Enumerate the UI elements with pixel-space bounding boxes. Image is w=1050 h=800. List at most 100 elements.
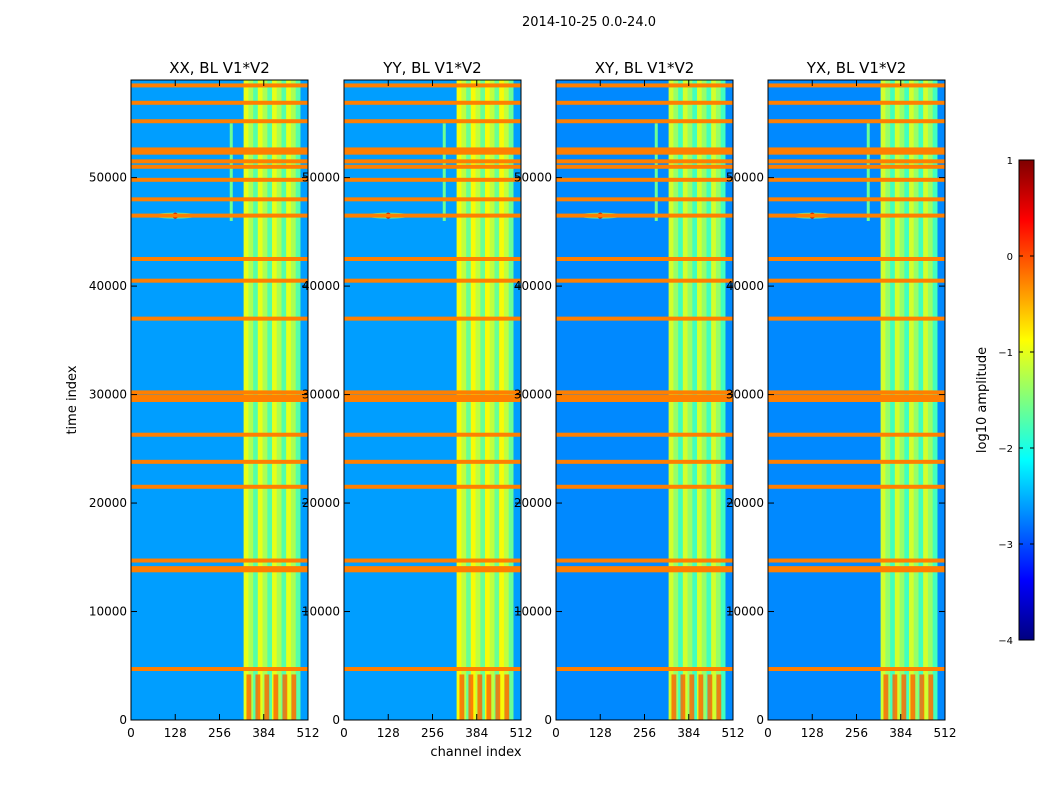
x-tick-label: 0 — [127, 726, 135, 740]
x-tick-label: 256 — [421, 726, 444, 740]
heatmap-panel-2: YY, BL V1*V2 0 128 256 384 512 0 10000 20000 3000… — [302, 59, 533, 740]
heatmap-panel-3: XY, BL V1*V2 0 128 256 384 512 0 10000 20000 3000… — [514, 59, 745, 740]
panel-title: XX, BL V1*V2 — [169, 59, 270, 77]
band-hot-block — [273, 674, 279, 720]
flagged-time-row — [131, 568, 308, 573]
y-tick-label: 20000 — [89, 496, 127, 510]
flagged-time-row — [344, 256, 521, 261]
flagged-time-row — [344, 164, 521, 169]
x-tick-label: 128 — [164, 726, 187, 740]
x-tick-label: 256 — [633, 726, 656, 740]
band-hot-block — [716, 674, 722, 720]
flagged-time-row — [344, 566, 521, 571]
band-hot-block — [255, 674, 261, 720]
flagged-time-row — [556, 558, 733, 563]
flagged-time-row — [344, 278, 521, 283]
band-hot-block — [707, 674, 713, 720]
flagged-time-row — [131, 316, 308, 321]
flagged-time-row — [556, 432, 733, 437]
y-tick-label: 50000 — [514, 171, 552, 185]
band-hot-block — [282, 674, 288, 720]
x-tick-label: 384 — [677, 726, 700, 740]
panel-title: YY, BL V1*V2 — [382, 59, 481, 77]
flagged-time-row — [344, 459, 521, 464]
heatmap-panel-1: XX, BL V1*V2 0 128 256 384 512 0 10000 20000 3000… — [89, 59, 320, 740]
flagged-time-row — [344, 394, 521, 399]
flagged-time-row — [131, 150, 308, 155]
x-tick-label: 512 — [510, 726, 533, 740]
flagged-time-row — [344, 119, 521, 124]
flagged-time-row — [344, 159, 521, 164]
flagged-time-row — [131, 558, 308, 563]
y-tick-label: 50000 — [302, 171, 340, 185]
x-tick-label: 384 — [465, 726, 488, 740]
figure-suptitle: 2014-10-25 0.0-24.0 — [522, 15, 656, 30]
flagged-time-row — [556, 316, 733, 321]
flagged-time-row — [131, 256, 308, 261]
flagged-time-row — [131, 177, 308, 182]
flagged-time-row — [556, 394, 733, 399]
band-hot-block — [486, 674, 492, 720]
y-tick-label: 40000 — [514, 279, 552, 293]
flagged-time-row — [344, 568, 521, 573]
y-tick-label: 20000 — [302, 496, 340, 510]
x-tick-label: 512 — [722, 726, 745, 740]
flagged-time-row — [344, 100, 521, 105]
y-tick-label: 30000 — [89, 388, 127, 402]
flagged-time-row — [131, 159, 308, 164]
flagged-time-row — [556, 278, 733, 283]
x-tick-label: 128 — [589, 726, 612, 740]
band-hot-block — [477, 674, 483, 720]
flagged-time-row — [131, 398, 308, 402]
flagged-time-row — [556, 197, 733, 202]
flagged-time-row — [556, 159, 733, 164]
flagged-time-row — [344, 177, 521, 182]
flagged-time-row — [556, 459, 733, 464]
x-tick-label: 256 — [208, 726, 231, 740]
flagged-time-row — [344, 316, 521, 321]
flagged-time-row — [344, 432, 521, 437]
flagged-time-row — [131, 394, 308, 399]
flagged-time-row — [131, 390, 308, 395]
flagged-time-row — [556, 147, 733, 152]
flagged-time-row — [131, 432, 308, 437]
flagged-time-row — [131, 459, 308, 464]
y-tick-label: 10000 — [302, 605, 340, 619]
flagged-time-row — [556, 119, 733, 124]
y-tick-label: 0 — [119, 713, 127, 727]
flagged-time-row — [131, 119, 308, 124]
y-axis-label: time index — [65, 365, 80, 434]
band-hot-block — [246, 674, 252, 720]
flagged-time-row — [344, 398, 521, 402]
band-hot-block — [495, 674, 501, 720]
flagged-time-row — [556, 566, 733, 571]
flagged-time-row — [556, 390, 733, 395]
y-tick-label: 40000 — [302, 279, 340, 293]
flagged-time-row — [344, 147, 521, 152]
y-tick-label: 40000 — [89, 279, 127, 293]
y-tick-label: 0 — [332, 713, 340, 727]
flagged-time-row — [556, 164, 733, 169]
band-hot-block — [468, 674, 474, 720]
flagged-time-row — [131, 213, 308, 218]
y-tick-label: 30000 — [514, 388, 552, 402]
flagged-time-row — [344, 390, 521, 395]
flagged-time-row — [344, 558, 521, 563]
x-tick-label: 128 — [377, 726, 400, 740]
y-tick-label: 30000 — [302, 388, 340, 402]
x-axis-label: channel index — [430, 745, 521, 760]
flagged-time-row — [556, 177, 733, 182]
flagged-time-row — [556, 398, 733, 402]
x-tick-label: 0 — [552, 726, 560, 740]
band-hot-block — [671, 674, 677, 720]
flagged-time-row — [344, 150, 521, 155]
flagged-time-row — [131, 484, 308, 489]
flagged-time-row — [556, 667, 733, 672]
band-hot-block — [698, 674, 704, 720]
flagged-time-row — [556, 568, 733, 573]
band-hot-block — [504, 674, 510, 720]
band-hot-block — [264, 674, 270, 720]
flagged-time-row — [131, 197, 308, 202]
y-tick-label: 50000 — [89, 171, 127, 185]
flagged-time-row — [131, 100, 308, 105]
